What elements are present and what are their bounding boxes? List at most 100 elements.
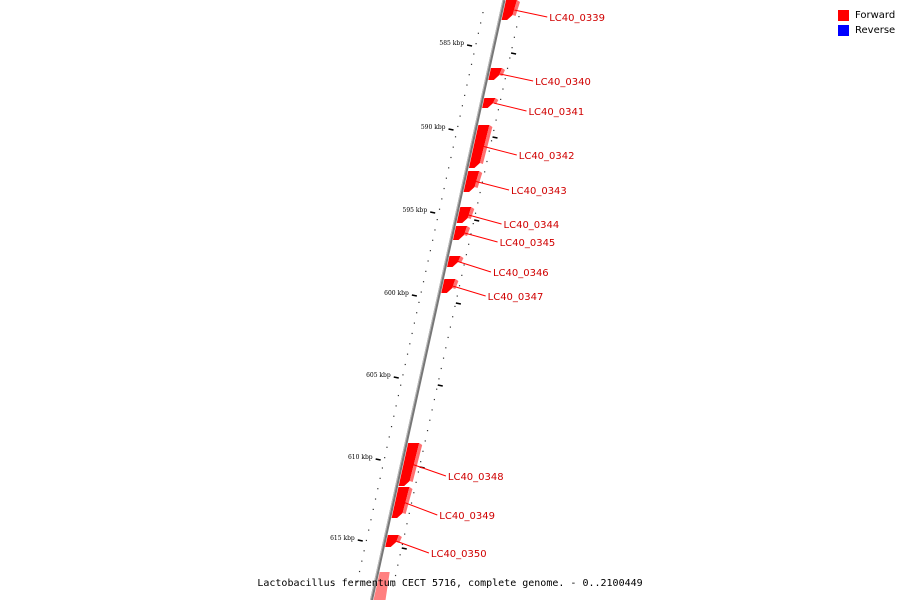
minor-tick-right: [513, 36, 515, 38]
gene-arrow-side: [474, 171, 483, 188]
gene-arrow-side: [396, 535, 402, 543]
gene-arrow[interactable]: [463, 171, 480, 192]
gene-label[interactable]: LC40_0348: [448, 472, 504, 483]
gene-arrow[interactable]: [398, 443, 420, 486]
minor-tick-right: [399, 554, 401, 556]
minor-tick-left: [368, 529, 370, 531]
gene-arrow[interactable]: [488, 68, 502, 80]
minor-tick-right: [500, 98, 502, 100]
minor-tick-right: [479, 191, 481, 194]
minor-tick-left: [386, 446, 388, 448]
minor-tick-left: [400, 384, 402, 386]
gene-arrow[interactable]: [456, 207, 472, 223]
scale-ticks: 585 kbp 590 kbp 595 kbp 600 kbp 605 kbp 610 k…: [330, 12, 520, 587]
minor-tick-right: [392, 585, 394, 587]
gene-LC40_0341[interactable]: LC40_0341: [482, 98, 584, 118]
gene-label[interactable]: LC40_0350: [431, 549, 487, 560]
gene-label[interactable]: LC40_0341: [528, 107, 584, 118]
gene-LC40_0350[interactable]: LC40_0350: [385, 535, 487, 560]
gene-arrow-side: [479, 125, 493, 164]
minor-tick-right: [502, 88, 504, 90]
gene-arrow[interactable]: [441, 279, 456, 293]
minor-tick-left: [395, 405, 397, 407]
tick-label: 610 kbp: [348, 454, 373, 461]
minor-tick-right: [433, 398, 435, 401]
minor-tick-left: [427, 260, 429, 262]
minor-tick-left: [404, 363, 406, 366]
minor-tick-left: [374, 498, 377, 500]
gene-arrow[interactable]: [468, 125, 490, 168]
gene-LC40_0343[interactable]: LC40_0343: [463, 171, 567, 197]
minor-tick-right: [429, 419, 431, 421]
gene-arrow[interactable]: [453, 226, 468, 240]
minor-tick-left: [438, 208, 441, 210]
minor-tick-right: [410, 502, 413, 504]
gene-leader-line: [464, 232, 498, 243]
minor-tick-right: [449, 326, 451, 328]
gene-label[interactable]: LC40_0339: [549, 13, 605, 24]
gene-LC40_0344[interactable]: LC40_0344: [456, 207, 560, 231]
minor-tick-right: [454, 305, 456, 307]
minor-tick-right: [477, 202, 479, 204]
minor-tick-left: [461, 105, 463, 107]
minor-tick-right: [422, 450, 424, 452]
major-tick-right: [492, 136, 498, 139]
minor-tick-right: [472, 223, 474, 225]
gene-arrow[interactable]: [482, 98, 496, 108]
minor-tick-right: [458, 285, 461, 287]
minor-tick-right: [397, 564, 399, 566]
minor-tick-left: [452, 146, 454, 148]
major-tick: [375, 458, 381, 461]
minor-tick-right: [424, 440, 426, 442]
gene-leader-line: [475, 181, 510, 191]
gene-label[interactable]: LC40_0347: [488, 292, 544, 303]
minor-tick-left: [363, 550, 365, 552]
minor-tick-right: [495, 119, 497, 121]
gene-arrow[interactable]: [385, 535, 399, 547]
minor-tick-left: [480, 22, 482, 24]
gene-LC40_0342[interactable]: LC40_0342: [468, 125, 575, 168]
minor-tick-left: [361, 560, 363, 562]
minor-tick-right: [445, 347, 447, 349]
minor-tick-left: [464, 94, 466, 96]
minor-tick-right: [481, 181, 483, 183]
minor-tick-left: [406, 353, 409, 355]
backbone-line: [370, 0, 506, 600]
gene-label[interactable]: LC40_0342: [519, 151, 575, 162]
gene-LC40_0339[interactable]: LC40_0339: [501, 0, 605, 24]
minor-tick-left: [441, 198, 443, 200]
minor-tick-left: [448, 167, 450, 169]
minor-tick-left: [397, 394, 399, 397]
gene-label[interactable]: LC40_0345: [500, 238, 556, 249]
major-tick-right: [401, 547, 407, 550]
gene-arrow[interactable]: [447, 256, 461, 267]
gene-LC40_0340[interactable]: LC40_0340: [488, 68, 591, 88]
minor-tick-left: [436, 219, 438, 221]
minor-tick-left: [459, 115, 461, 117]
minor-tick-right: [468, 243, 470, 245]
gene-arrow[interactable]: [391, 487, 410, 518]
major-tick: [411, 294, 418, 297]
gene-leader-line: [457, 261, 492, 273]
gene-label[interactable]: LC40_0346: [493, 268, 549, 279]
gene-label[interactable]: LC40_0343: [511, 186, 567, 197]
minor-tick-left: [434, 229, 436, 231]
minor-tick-left: [466, 84, 468, 86]
minor-tick-right: [511, 47, 513, 49]
gene-LC40_0346[interactable]: LC40_0346: [447, 256, 549, 279]
gene-LC40_0345[interactable]: LC40_0345: [453, 226, 555, 249]
gene-LC40_0348[interactable]: LC40_0348: [398, 443, 504, 486]
gene-label[interactable]: LC40_0349: [439, 511, 495, 522]
gene-arrow-side: [512, 0, 520, 16]
major-tick: [430, 211, 436, 214]
gene-label[interactable]: LC40_0344: [504, 220, 560, 231]
minor-tick-right: [436, 388, 438, 390]
gene-LC40_0347[interactable]: LC40_0347: [441, 279, 543, 303]
gene-label[interactable]: LC40_0340: [535, 77, 591, 88]
minor-tick-left: [377, 488, 379, 490]
gene-LC40_0349[interactable]: LC40_0349: [391, 487, 495, 522]
gene-arrow-partial: [373, 572, 390, 600]
gene-arrow[interactable]: [501, 0, 517, 20]
minor-tick-left: [372, 508, 374, 510]
reverse-swatch: [838, 25, 849, 36]
